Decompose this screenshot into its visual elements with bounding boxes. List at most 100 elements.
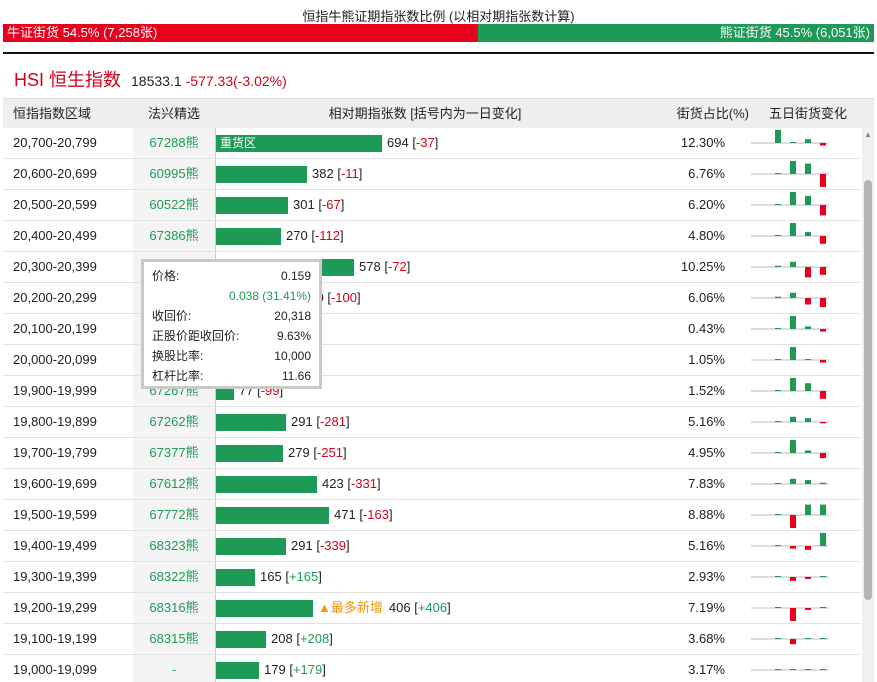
table-row[interactable]: 19,200-19,299 68316熊 ▲最多新增 406 [+406] 7.19%: [3, 593, 861, 624]
table-row[interactable]: 19,800-19,899 67262熊 291 [-281] 5.16%: [3, 407, 861, 438]
sparkbar-day-1: [775, 296, 781, 298]
sparkbar-day-2: [790, 515, 796, 528]
table-row[interactable]: 19,300-19,399 68322熊 165 [+165] 2.93%: [3, 562, 861, 593]
pick-link[interactable]: 60522熊: [133, 190, 215, 220]
pick-link[interactable]: 68315熊: [133, 624, 215, 654]
five-day-sparkbar: [751, 130, 829, 146]
sparkbar-day-2: [790, 347, 796, 360]
column-header-pick: 法兴精选: [147, 106, 200, 121]
sparkbar-day-1: [775, 638, 781, 639]
range-cell: 19,500-19,599: [13, 507, 97, 522]
pick-link[interactable]: 60995熊: [133, 159, 215, 189]
outstanding-pct-cell: 5.16%: [688, 538, 725, 553]
table-row[interactable]: 19,700-19,799 67377熊 279 [-251] 4.95%: [3, 438, 861, 469]
contracts-value: 165: [260, 569, 282, 584]
range-cell: 19,900-19,999: [13, 383, 97, 398]
table-row[interactable]: 19,100-19,199 68315熊 208 [+208] 3.68%: [3, 624, 861, 655]
table-row[interactable]: 19,000-19,099 -179 [+179] 3.17%: [3, 655, 861, 682]
sparkbar-day-1: [775, 359, 781, 360]
sparkbar-day-3: [805, 450, 811, 453]
sparkbar-day-2: [790, 161, 796, 174]
contracts-bar: [216, 538, 286, 555]
scrollbar-thumb[interactable]: [864, 180, 872, 600]
contracts-value: 208: [271, 631, 293, 646]
table-row[interactable]: 20,200-20,29967367熊340 [-100]6.06%: [3, 283, 861, 314]
sparkbar-day-2: [790, 440, 796, 453]
pick-link[interactable]: 68316熊: [133, 593, 215, 623]
tooltip-change-value: 0.038 (31.41%): [228, 289, 311, 303]
pick-link[interactable]: 67386熊: [133, 221, 215, 251]
sparkbar-day-3: [805, 267, 811, 278]
table-row[interactable]: 19,900-19,999 67267熊 77 [-99] 1.52%: [3, 376, 861, 407]
scrollbar[interactable]: ▲: [862, 128, 874, 682]
contracts-value: 279: [288, 445, 310, 460]
sparkbar-day-2: [790, 292, 796, 298]
sparkbar-day-4: [820, 236, 826, 244]
sparkbar-day-3: [805, 195, 811, 205]
contracts-value: 694: [387, 135, 409, 150]
pick-link[interactable]: 67772熊: [133, 500, 215, 530]
contracts-bar: [216, 476, 317, 493]
sparkbar-day-2: [790, 639, 796, 645]
table-row[interactable]: 20,700-20,799 67288熊 重货区 694 [-37] 12.30%: [3, 128, 861, 159]
range-cell: 19,600-19,699: [13, 476, 97, 491]
sparkbar-day-2: [790, 478, 796, 484]
contracts-cell: 270 [-112]: [215, 221, 635, 251]
pick-link[interactable]: -: [133, 655, 215, 682]
contracts-cell: 423 [-331]: [215, 469, 635, 499]
table-row[interactable]: 20,500-20,599 60522熊 301 [-67] 6.20%: [3, 190, 861, 221]
contracts-cell: 279 [-251]: [215, 438, 635, 468]
contracts-value: 179: [264, 662, 286, 677]
sparkbar-day-1: [775, 421, 781, 422]
sparkbar-day-2: [790, 608, 796, 621]
daily-change-value: -251: [316, 445, 343, 460]
sparkbar-day-4: [820, 607, 826, 608]
five-day-sparkbar: [751, 669, 829, 671]
range-cell: 19,100-19,199: [13, 631, 97, 646]
pick-link[interactable]: 68323熊: [133, 531, 215, 561]
divider: [3, 52, 874, 54]
sparkbar-day-1: [775, 328, 781, 329]
contracts-value: 270: [286, 228, 308, 243]
scroll-up-arrow-icon[interactable]: ▲: [864, 130, 872, 139]
range-cell: 20,700-20,799: [13, 135, 97, 150]
sparkbar-day-3: [805, 638, 811, 639]
table-row[interactable]: 19,400-19,499 68323熊 291 [-339] 5.16%: [3, 531, 861, 562]
pick-link[interactable]: 67288熊: [133, 128, 215, 158]
sparkbar-day-1: [775, 607, 781, 608]
contracts-bar: [216, 662, 259, 679]
outstanding-pct-cell: 7.83%: [688, 476, 725, 491]
tooltip-price-label: 价格:: [152, 269, 180, 283]
daily-change-value: +208: [299, 631, 330, 646]
tooltip-callback-value: 20,318: [274, 309, 311, 323]
five-day-sparkbar: [751, 478, 829, 485]
table-row[interactable]: 20,000-20,09967365熊59 [-20]1.05%: [3, 345, 861, 376]
contracts-value: 291: [291, 538, 313, 553]
contracts-cell: 208 [+208]: [215, 624, 635, 654]
table-row[interactable]: 19,500-19,599 67772熊 471 [-163] 8.88%: [3, 500, 861, 531]
sparkbar-day-1: [775, 390, 781, 391]
tooltip-leverage-label: 杠杆比率:: [152, 369, 204, 383]
table-row[interactable]: 20,400-20,499 67386熊 270 [-112] 4.80%: [3, 221, 861, 252]
five-day-sparkbar: [751, 161, 829, 187]
sparkbar-day-2: [790, 261, 796, 267]
table-row[interactable]: 19,600-19,699 67612熊 423 [-331] 7.83%: [3, 469, 861, 500]
pick-link[interactable]: 67262熊: [133, 407, 215, 437]
pick-link[interactable]: 67377熊: [133, 438, 215, 468]
outstanding-pct-cell: 6.20%: [688, 197, 725, 212]
table-row[interactable]: 20,300-20,39967363熊578 [-72]10.25%: [3, 252, 861, 283]
five-day-sparkbar: [751, 223, 829, 244]
pick-link[interactable]: 67612熊: [133, 469, 215, 499]
table-row[interactable]: 20,100-20,19967364熊24 [-5]0.43%: [3, 314, 861, 345]
pick-link[interactable]: 68322熊: [133, 562, 215, 592]
tooltip-leverage-value: 11.66: [281, 369, 311, 383]
warrant-tooltip: 价格: 0.159 0.038 (31.41%) 收回价: 20,318 正股价距收…: [141, 259, 322, 389]
sparkbar-day-3: [805, 577, 811, 579]
range-cell: 19,000-19,099: [13, 662, 97, 677]
sparkbar-day-1: [775, 452, 781, 453]
contracts-bar: [216, 600, 313, 617]
table-row[interactable]: 20,600-20,699 60995熊 382 [-11] 6.76%: [3, 159, 861, 190]
sparkbar-day-3: [805, 359, 811, 360]
outstanding-pct-cell: 3.68%: [688, 631, 725, 646]
five-day-sparkbar: [751, 416, 829, 424]
